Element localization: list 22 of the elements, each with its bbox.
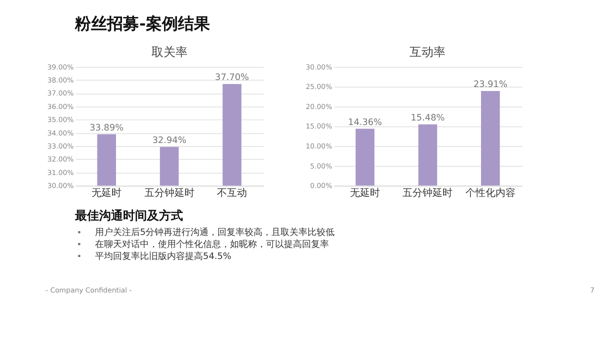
data-label: 23.91% [473, 80, 508, 90]
x-tick-label: 无延时 [92, 187, 122, 200]
data-label: 32.94% [152, 136, 186, 146]
bar [418, 124, 438, 186]
x-tick-label: 无延时 [350, 187, 380, 200]
data-label: 33.89% [90, 123, 124, 134]
x-tick-label: 个性化内容 [465, 187, 516, 200]
text: 在聊天对话中，使用个性化信息，如昵称，可以提高回复率 [95, 239, 330, 250]
chart-title: 取关率 [151, 44, 188, 59]
bar [481, 90, 500, 186]
text: 最佳沟通时间及方式 [74, 208, 184, 222]
data-label: 14.36% [348, 118, 382, 128]
text: 用户关注后5分钟再进行沟通，回复率较高，且取关率比较低 [95, 227, 335, 238]
bar [356, 128, 374, 186]
text: 粉丝招募-案例结果 [74, 14, 211, 34]
x-tick-label: 五分钟延时 [144, 187, 194, 200]
x-tick-label: 五分钟延时 [402, 187, 453, 200]
data-label: 37.70% [215, 73, 249, 84]
data-label: 15.48% [410, 113, 445, 124]
x-tick-label: 不互动 [217, 188, 248, 200]
text: 平均回复率比旧版内容提高54.5% [95, 250, 232, 262]
chart-title: 互动率 [410, 44, 446, 59]
